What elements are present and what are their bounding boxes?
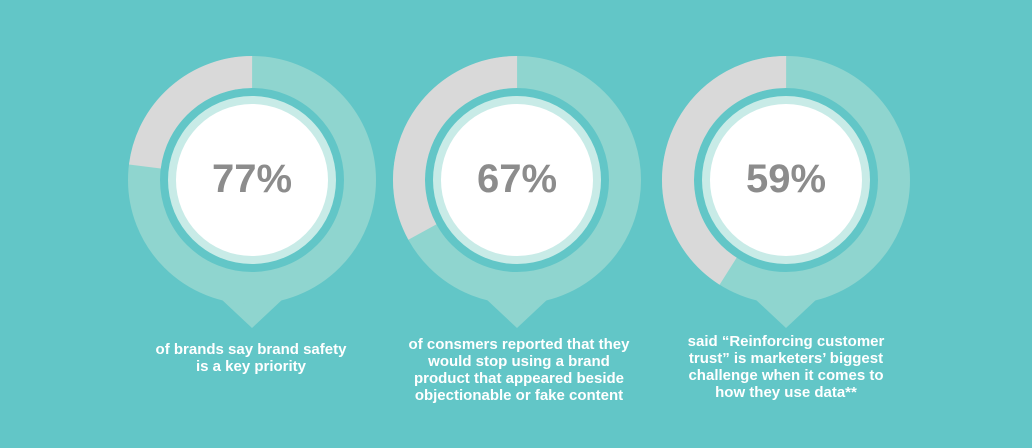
stat-value-1: 77% <box>211 157 293 201</box>
ring-remainder-1 <box>128 55 376 304</box>
stat-caption-1: of brands say brand safety is a key prio… <box>155 341 347 375</box>
stat-value-2: 67% <box>476 157 558 201</box>
center-disc-2 <box>441 104 593 256</box>
stat-value-3: 59% <box>745 157 827 201</box>
center-disc-3 <box>710 104 862 256</box>
stat-caption-3: said “Reinforcing customer trust” is mar… <box>687 333 885 401</box>
ring-remainder-2 <box>393 56 642 304</box>
center-disc-1 <box>176 104 328 256</box>
stat-caption-2: of consmers reported that they would sto… <box>408 336 630 404</box>
